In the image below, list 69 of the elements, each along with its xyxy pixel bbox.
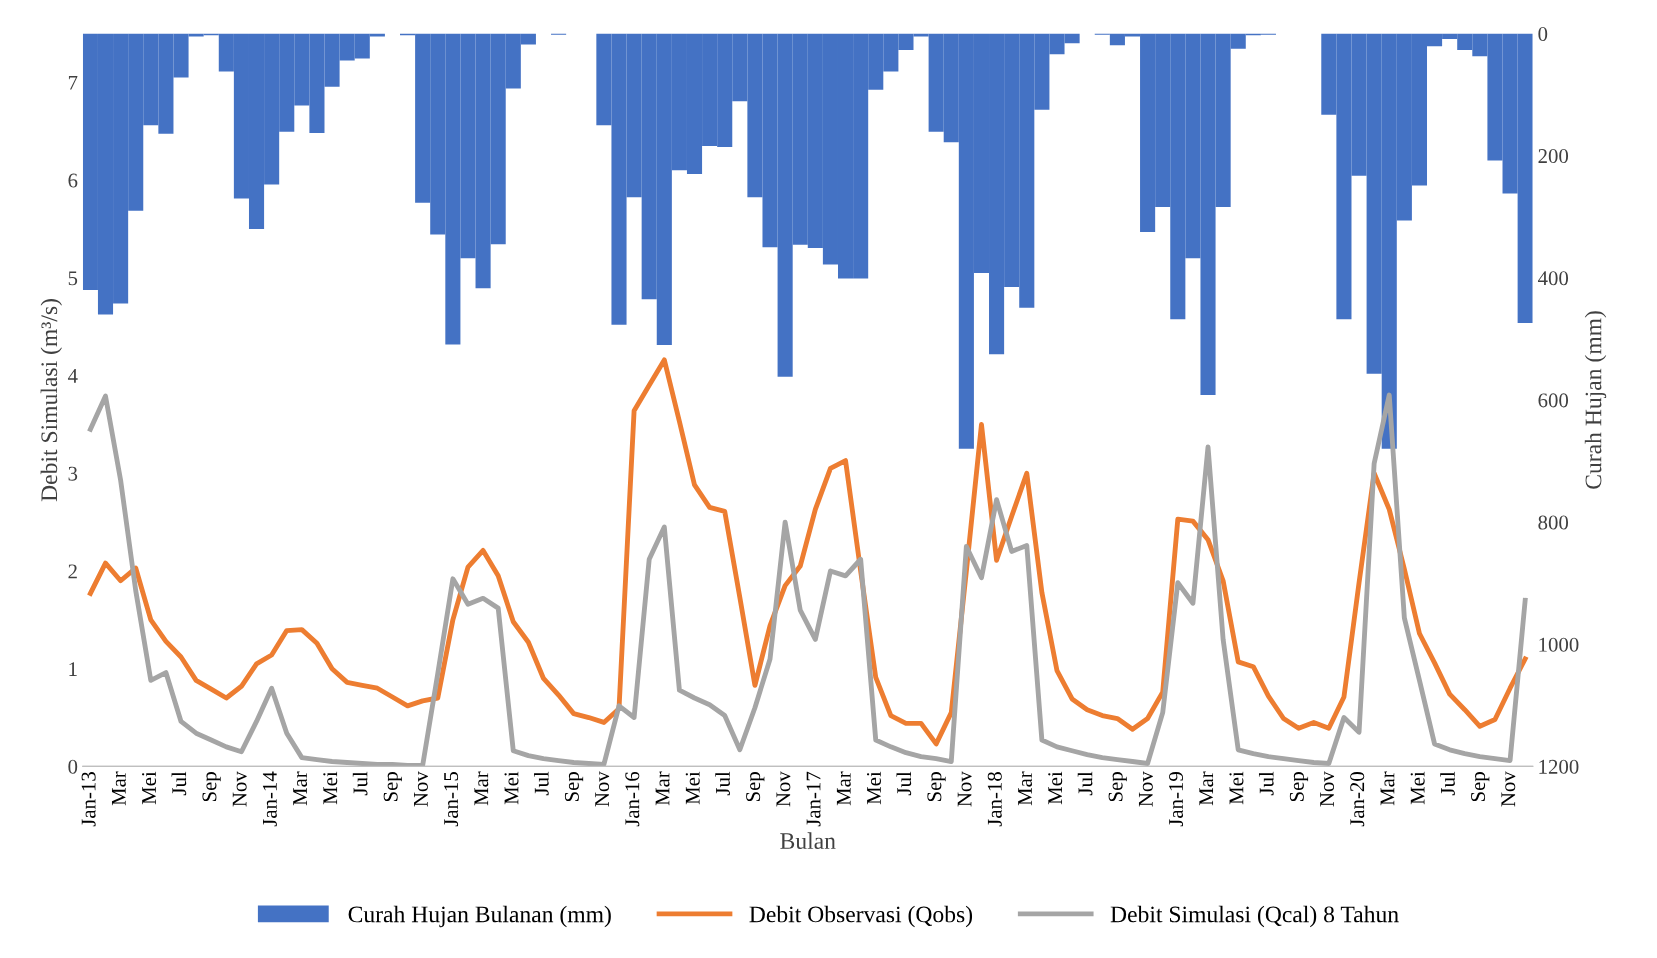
x-axis-title: Bulan	[780, 832, 836, 849]
x-tick-label: Mei	[323, 771, 338, 805]
y-axis-title: Debit Simulasi (m³/s)	[40, 299, 63, 502]
x-tick-label: Mar	[111, 771, 126, 806]
x-tick-label: Nov	[232, 771, 247, 807]
x-tick-label: Sep	[1108, 772, 1127, 802]
y2-axis-title: Curah Hujan (mm)	[1584, 311, 1607, 489]
x-tick-label: Jul	[1440, 771, 1455, 796]
x-tick-label: Nov	[1320, 771, 1335, 807]
x-tick-label: Nov	[595, 771, 610, 807]
y-tick-label: 4	[67, 369, 78, 383]
y-tick-label: 6	[68, 173, 78, 188]
x-tick-label: Sep	[383, 772, 402, 802]
x-tick-label: Mar	[1199, 771, 1214, 806]
x-tick-label: Mar	[836, 771, 851, 806]
y2-tick-label: 400	[1537, 271, 1569, 286]
y2-tick-label: 1000	[1539, 637, 1579, 652]
y-tick-label: 1	[69, 662, 77, 676]
y-tick-label: 7	[68, 75, 78, 90]
x-tick-label: Sep	[1471, 772, 1490, 802]
y2-tick-label: 800	[1538, 515, 1569, 530]
x-tick-label: Nov	[414, 771, 428, 807]
legend-label: Debit Simulasi (Qcal) 8 Tahun	[1110, 905, 1399, 928]
x-tick-label: Sep	[1289, 772, 1309, 802]
y-tick-label: 2	[68, 564, 77, 579]
x-tick-label: Jan-19	[1169, 772, 1184, 827]
x-tick-label: Sep	[746, 772, 765, 802]
x-tick-label: Mei	[1410, 771, 1425, 805]
y-tick-label: 3	[68, 466, 78, 481]
x-tick-label: Jan-13	[81, 772, 96, 827]
x-tick-label: Jul	[171, 771, 187, 796]
x-tick-label: Mar	[655, 771, 670, 806]
x-tick-label: Nov	[957, 771, 972, 807]
x-tick-label: Mei	[142, 771, 157, 805]
y2-tick-label: 1200	[1539, 759, 1579, 774]
x-tick-label: Sep	[927, 772, 946, 802]
x-tick-label: Nov	[776, 771, 791, 807]
x-tick-label: Jul	[1258, 771, 1274, 796]
x-tick-label: Sep	[202, 772, 221, 802]
x-tick-label: Mei	[504, 771, 519, 805]
x-tick-label: Jul	[715, 771, 730, 796]
x-tick-label: Mei	[685, 771, 700, 805]
y2-tick-label: 200	[1538, 149, 1569, 164]
x-tick-label: Jul	[534, 771, 549, 796]
y-tick-label: 0	[68, 759, 78, 774]
legend-label: Curah Hujan Bulanan (mm)	[348, 905, 611, 928]
y-tick-label: 5	[68, 271, 78, 286]
y2-tick-label: 600	[1538, 393, 1569, 408]
x-tick-label: Jan-20	[1350, 772, 1365, 827]
x-tick-label: Nov	[1138, 771, 1153, 807]
x-tick-label: Jul	[352, 771, 368, 796]
x-tick-label: Jan-18	[987, 772, 1002, 827]
x-tick-label: Jul	[1077, 771, 1093, 796]
x-tick-label: Jan-17	[806, 771, 821, 827]
x-tick-label: Mar	[1018, 771, 1032, 806]
x-tick-label: Jan-15	[444, 772, 459, 827]
x-tick-label: Jul	[896, 771, 912, 796]
x-tick-label: Mar	[1380, 771, 1395, 806]
x-tick-label: Nov	[1501, 771, 1516, 807]
y2-tick-label: 0	[1538, 26, 1548, 41]
x-tick-label: Mei	[1048, 771, 1063, 805]
x-tick-label: Mar	[293, 771, 308, 806]
x-tick-label: Sep	[564, 772, 584, 802]
x-tick-label: Mar	[474, 771, 489, 806]
x-tick-label: Jan-14	[262, 771, 277, 827]
legend-label: Debit Observasi (Qobs)	[749, 905, 973, 928]
x-tick-label: Mei	[866, 771, 881, 805]
x-tick-label: Jan-16	[625, 771, 640, 827]
x-tick-label: Mei	[1229, 771, 1244, 805]
